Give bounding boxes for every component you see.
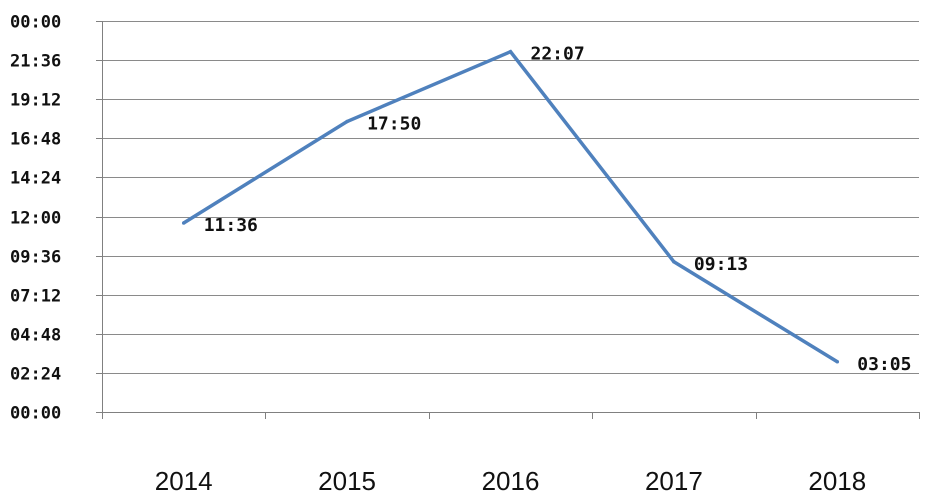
y-tick-label: 09:36 [10, 248, 61, 268]
x-tick-label: 2015 [318, 466, 376, 496]
y-tick-label: 16:48 [10, 130, 61, 150]
y-axis-tick-labels: 00:00 02:24 04:48 07:12 09:36 12:00 14:24 16:48… [10, 13, 61, 424]
data-point [672, 260, 676, 264]
data-point [181, 221, 186, 225]
series-group [181, 49, 840, 364]
y-tick-label: 02:24 [10, 365, 61, 385]
data-point [345, 119, 349, 124]
y-tick-label: 04:48 [10, 326, 61, 346]
data-label: 03:05 [857, 354, 911, 375]
data-label: 11:36 [204, 215, 258, 236]
y-tick-label: 19:12 [10, 91, 61, 111]
series-line [182, 49, 839, 364]
y-tick-label: 07:12 [10, 287, 61, 307]
data-label: 17:50 [367, 113, 421, 134]
y-tick-label: 14:24 [10, 169, 61, 189]
data-labels: 11:36 17:50 22:07 09:13 03:05 [204, 44, 912, 375]
x-tick-label: 2017 [645, 466, 703, 496]
x-axis-tick-labels: 2014 2015 2016 2017 2018 [155, 466, 866, 496]
data-point [508, 49, 513, 54]
y-tick-label: 12:00 [10, 209, 61, 229]
data-label: 09:13 [694, 254, 748, 275]
x-tick-label: 2014 [155, 466, 213, 496]
data-label: 22:07 [531, 44, 585, 65]
axes [96, 21, 920, 419]
gridlines [102, 21, 919, 374]
y-tick-label: 00:00 [10, 13, 61, 33]
y-tick-label: 21:36 [10, 52, 61, 72]
y-tick-label: 00:00 [10, 404, 61, 424]
x-tick-label: 2018 [808, 466, 866, 496]
x-tick-label: 2016 [482, 466, 540, 496]
data-point [835, 360, 840, 364]
